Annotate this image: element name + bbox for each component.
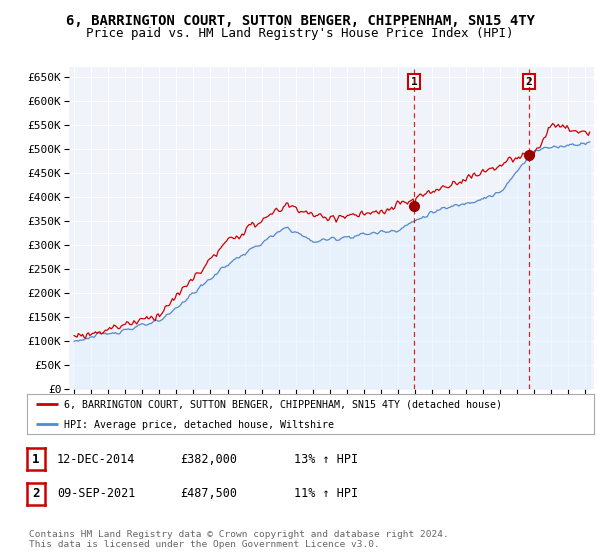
Text: Contains HM Land Registry data © Crown copyright and database right 2024.
This d: Contains HM Land Registry data © Crown c… — [29, 530, 449, 549]
Text: 1: 1 — [32, 452, 40, 466]
Text: 2: 2 — [526, 77, 532, 87]
Text: 12-DEC-2014: 12-DEC-2014 — [57, 452, 136, 466]
Text: 6, BARRINGTON COURT, SUTTON BENGER, CHIPPENHAM, SN15 4TY (detached house): 6, BARRINGTON COURT, SUTTON BENGER, CHIP… — [64, 400, 502, 409]
Text: 09-SEP-2021: 09-SEP-2021 — [57, 487, 136, 501]
Text: 13% ↑ HPI: 13% ↑ HPI — [294, 452, 358, 466]
Text: 2: 2 — [32, 487, 40, 501]
Text: £382,000: £382,000 — [180, 452, 237, 466]
Text: HPI: Average price, detached house, Wiltshire: HPI: Average price, detached house, Wilt… — [64, 420, 334, 430]
Text: 11% ↑ HPI: 11% ↑ HPI — [294, 487, 358, 501]
Text: Price paid vs. HM Land Registry's House Price Index (HPI): Price paid vs. HM Land Registry's House … — [86, 27, 514, 40]
Text: 6, BARRINGTON COURT, SUTTON BENGER, CHIPPENHAM, SN15 4TY: 6, BARRINGTON COURT, SUTTON BENGER, CHIP… — [65, 14, 535, 28]
Text: £487,500: £487,500 — [180, 487, 237, 501]
Text: 1: 1 — [411, 77, 418, 87]
